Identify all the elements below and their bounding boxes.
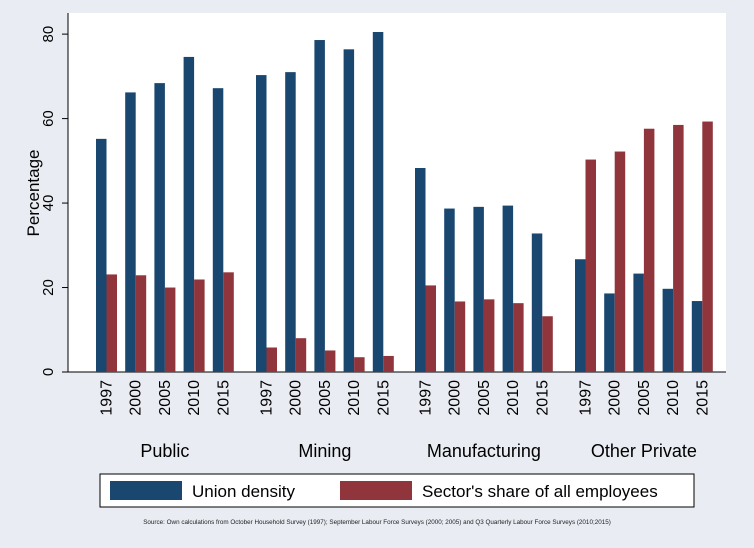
bar-union-density (662, 288, 674, 372)
y-tick-label: 40 (40, 195, 57, 212)
y-tick-label: 20 (40, 279, 57, 296)
source-note: Source: Own calculations from October Ho… (143, 519, 611, 526)
bar-union-density (285, 72, 296, 373)
bar-sector-share (106, 274, 117, 372)
bar-union-density (372, 32, 384, 372)
bar-sector-share (354, 357, 365, 372)
x-tick-label-year: 2000 (288, 380, 305, 416)
x-axis-year-labels: 1997 2000 2005 2010 2015 1997 2000 2005 2010 2015… (99, 380, 712, 416)
bar-union-density (691, 301, 703, 372)
bar-union-density (604, 293, 615, 372)
x-tick-label-year: 2005 (157, 380, 174, 416)
bar-union-density (212, 88, 224, 372)
bar-sector-share (223, 272, 234, 372)
x-tick-label-year: 2000 (128, 380, 145, 416)
legend-label-sector-share: Sector's share of all employees (422, 482, 658, 501)
legend: Union density Sector's share of all empl… (99, 473, 695, 508)
bar-union-density (96, 138, 107, 372)
group-label: Other Private (591, 441, 697, 461)
x-axis-group-labels: Public Mining Manufacturing Other Private (140, 441, 697, 461)
bar-union-density (444, 208, 455, 372)
bar-sector-share (614, 151, 626, 372)
bar-sector-share (513, 303, 524, 372)
bar-union-density (154, 83, 165, 372)
legend-swatch-sector-share (340, 481, 412, 500)
bar-sector-share (164, 287, 176, 372)
y-tick-label: 0 (40, 368, 57, 376)
bar-union-density (531, 233, 543, 372)
x-tick-label-year: 2010 (505, 380, 522, 416)
y-tick-label: 60 (40, 110, 57, 127)
bar-sector-share (585, 159, 596, 372)
bar-sector-share (135, 275, 147, 372)
x-tick-label-year: 2010 (665, 380, 682, 416)
bar-union-density (314, 40, 325, 373)
bar-union-density (575, 259, 586, 372)
legend-label-union-density: Union density (192, 482, 296, 501)
group-label: Public (140, 441, 189, 461)
group-label: Mining (298, 441, 351, 461)
bar-sector-share (483, 299, 495, 372)
x-tick-label-year: 2000 (447, 380, 464, 416)
bar-sector-share (673, 124, 684, 373)
bar-union-density (183, 56, 195, 372)
x-tick-label-year: 2015 (534, 380, 551, 416)
bar-union-density (502, 205, 514, 372)
y-axis-ticks: 0 20 40 60 80 (40, 26, 68, 376)
x-tick-label-year: 1997 (259, 380, 276, 416)
bar-sector-share (454, 301, 466, 372)
bar-sector-share (266, 347, 277, 372)
bar-union-density (256, 75, 267, 373)
group-label: Manufacturing (427, 441, 541, 461)
bar-union-density (415, 168, 426, 372)
bar-sector-share (542, 316, 553, 372)
x-tick-label-year: 2015 (694, 380, 711, 416)
x-tick-label-year: 2010 (186, 380, 203, 416)
bar-sector-share (425, 285, 436, 372)
bars (96, 32, 713, 373)
bar-sector-share (643, 128, 655, 372)
bar-sector-share (295, 338, 307, 372)
x-tick-label-year: 2005 (476, 380, 493, 416)
legend-swatch-union-density (110, 481, 182, 500)
x-tick-label-year: 2000 (607, 380, 624, 416)
x-tick-label-year: 2010 (346, 380, 363, 416)
x-tick-label-year: 2015 (215, 380, 232, 416)
x-tick-label-year: 2015 (375, 380, 392, 416)
x-tick-label-year: 1997 (99, 380, 116, 416)
bar-union-density (125, 92, 136, 373)
x-tick-label-year: 2005 (636, 380, 653, 416)
bar-union-density (343, 49, 355, 372)
bar-sector-share (194, 279, 205, 372)
y-tick-label: 80 (40, 26, 57, 43)
bar-sector-share (702, 121, 713, 372)
x-tick-label-year: 1997 (578, 380, 595, 416)
bar-union-density (633, 273, 644, 372)
x-tick-label-year: 2005 (317, 380, 334, 416)
x-tick-label-year: 1997 (418, 380, 435, 416)
bar-union-density (473, 206, 484, 372)
y-axis-label: Percentage (24, 150, 43, 237)
bar-sector-share (383, 355, 394, 372)
bar-sector-share (324, 350, 336, 372)
